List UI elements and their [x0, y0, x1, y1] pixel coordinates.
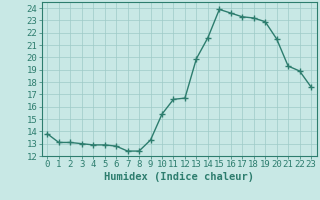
X-axis label: Humidex (Indice chaleur): Humidex (Indice chaleur): [104, 172, 254, 182]
